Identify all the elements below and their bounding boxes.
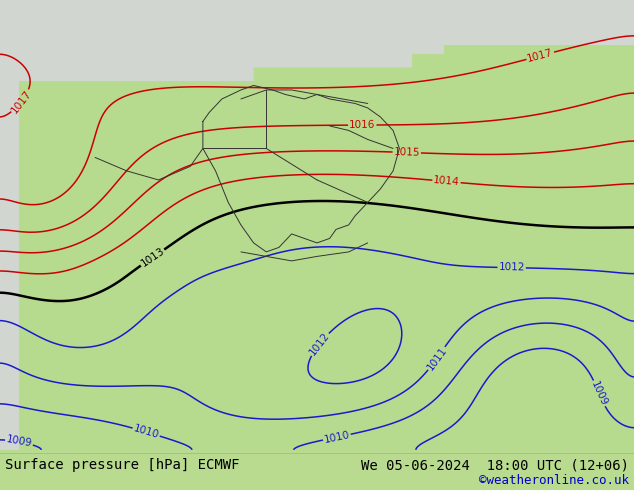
Text: We 05-06-2024  18:00 UTC (12+06): We 05-06-2024 18:00 UTC (12+06) [361, 458, 629, 472]
Text: Surface pressure [hPa] ECMWF: Surface pressure [hPa] ECMWF [5, 458, 240, 472]
Text: 1011: 1011 [425, 345, 448, 372]
Text: 1010: 1010 [323, 430, 351, 445]
Text: 1010: 1010 [132, 423, 160, 441]
Text: 1013: 1013 [139, 246, 166, 269]
Text: 1017: 1017 [526, 48, 554, 64]
Text: 1017: 1017 [9, 88, 33, 115]
Text: 1012: 1012 [307, 331, 332, 358]
Text: 1009: 1009 [589, 379, 609, 408]
Text: 1015: 1015 [394, 147, 420, 158]
Text: 1014: 1014 [433, 175, 460, 188]
Text: ©weatheronline.co.uk: ©weatheronline.co.uk [479, 474, 629, 487]
Text: 1016: 1016 [349, 120, 375, 130]
Text: 1012: 1012 [498, 263, 525, 273]
Text: 1009: 1009 [5, 435, 33, 449]
